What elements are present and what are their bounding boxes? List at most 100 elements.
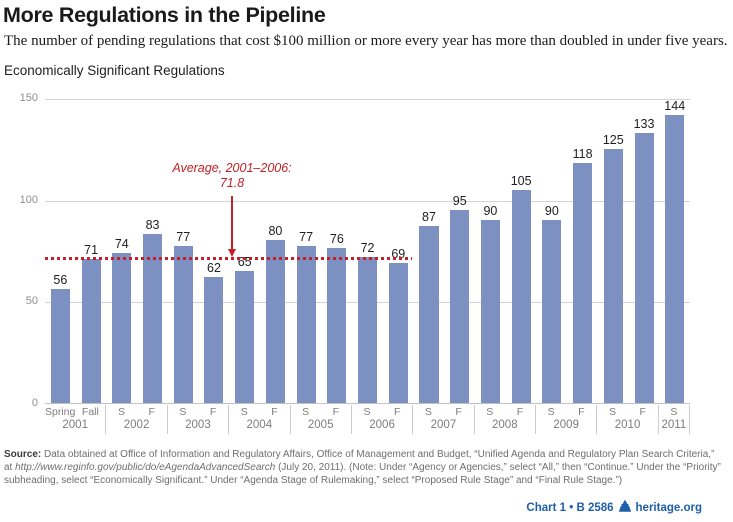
season-label: S bbox=[547, 406, 555, 418]
y-tick-label: 50 bbox=[25, 295, 38, 308]
bar-slot: 62 bbox=[199, 99, 230, 403]
bar bbox=[603, 148, 623, 403]
season-label: S bbox=[240, 406, 248, 418]
bar-value-label: 90 bbox=[544, 204, 559, 218]
year-label: 2001 bbox=[62, 419, 88, 431]
year-label: 2004 bbox=[246, 419, 273, 431]
season-label: F bbox=[393, 406, 401, 418]
season-label: F bbox=[578, 406, 585, 418]
source-text-3: (July 20, 2011). (Note: Under “Agency or… bbox=[275, 461, 721, 473]
average-dotted-line bbox=[45, 257, 412, 260]
bar bbox=[204, 276, 224, 403]
season-label: S bbox=[302, 406, 310, 418]
year-group: Spring Fall 2001 bbox=[45, 405, 107, 434]
year-group: S F 2009 bbox=[536, 405, 598, 434]
year-group: S F 2003 bbox=[168, 405, 230, 434]
y-axis: 150 100 50 0 bbox=[0, 92, 38, 409]
bar-slot: 80 bbox=[260, 99, 291, 403]
gridline bbox=[45, 99, 690, 100]
bar-value-label: 77 bbox=[176, 230, 191, 245]
bar bbox=[358, 256, 378, 403]
bar-slot: 90 bbox=[475, 99, 506, 403]
bar-value-label: 125 bbox=[602, 132, 624, 147]
season-label: F bbox=[516, 406, 524, 418]
bar-value-label: 105 bbox=[510, 173, 532, 188]
bar-slot: 76 bbox=[321, 99, 352, 403]
year-label: 2010 bbox=[614, 419, 641, 431]
season-row: Spring Fall bbox=[45, 405, 105, 419]
year-label: 2009 bbox=[553, 419, 579, 431]
y-tick-label: 150 bbox=[19, 92, 38, 104]
source-text-1: Data obtained at Office of Information a… bbox=[41, 449, 715, 460]
bar-slot: 74 bbox=[106, 99, 137, 403]
bar bbox=[665, 115, 685, 403]
bar bbox=[480, 220, 500, 403]
bar-value-label: 90 bbox=[483, 204, 498, 218]
season-label: S bbox=[179, 406, 187, 418]
year-group: S F 2007 bbox=[413, 405, 475, 434]
bar-value-label: 118 bbox=[572, 147, 593, 162]
bar bbox=[235, 270, 255, 403]
year-group: S 2011 bbox=[659, 405, 690, 434]
season-label: F bbox=[639, 406, 646, 418]
season-label: F bbox=[271, 406, 278, 418]
year-label: 2005 bbox=[307, 419, 334, 431]
source-text-2: at bbox=[4, 461, 16, 473]
bar-slot: 77 bbox=[168, 99, 199, 403]
season-label: F bbox=[455, 406, 462, 418]
source-label: Source: bbox=[4, 449, 42, 460]
season-label: S bbox=[608, 406, 616, 418]
bar bbox=[419, 226, 439, 403]
bar-value-label: 83 bbox=[145, 218, 160, 233]
bar-value-label: 95 bbox=[452, 193, 467, 208]
bar-value-label: 87 bbox=[422, 210, 436, 225]
bar-slot: 69 bbox=[383, 99, 414, 403]
season-label: S bbox=[363, 406, 371, 418]
bar-value-label: 77 bbox=[299, 230, 314, 245]
year-group: S F 2006 bbox=[352, 405, 414, 434]
year-label: 2003 bbox=[185, 419, 211, 431]
year-label: 2002 bbox=[123, 419, 150, 431]
bar-slot: 95 bbox=[444, 99, 475, 403]
bar-slot: 125 bbox=[598, 99, 629, 403]
bar-slot: 90 bbox=[537, 99, 568, 403]
bars-container: 56 71 74 83 77 62 65 80 77 76 72 69 87 95 90 105 90 118 12… bbox=[45, 99, 690, 403]
gridline bbox=[45, 200, 690, 202]
bar-value-label: 144 bbox=[664, 99, 686, 113]
bar bbox=[573, 163, 593, 403]
bar-slot: 87 bbox=[414, 99, 445, 403]
year-group: S F 2010 bbox=[597, 405, 659, 434]
season-label: F bbox=[148, 406, 155, 418]
year-label: 2006 bbox=[369, 419, 395, 431]
season-label: F bbox=[209, 406, 217, 418]
bar-value-label: 56 bbox=[53, 273, 68, 288]
season-label: F bbox=[332, 406, 339, 418]
year-label: 2011 bbox=[661, 419, 687, 431]
bar-slot: 71 bbox=[76, 99, 107, 403]
bar-value-label: 74 bbox=[114, 236, 129, 251]
bar-slot: 144 bbox=[659, 99, 690, 403]
chart-title: Economically Significant Regulations bbox=[4, 63, 225, 78]
site-link: heritage.org bbox=[635, 502, 702, 514]
bar bbox=[265, 240, 285, 403]
bar bbox=[296, 246, 316, 403]
bar-value-label: 133 bbox=[633, 116, 655, 131]
bar bbox=[634, 132, 654, 403]
bar-value-label: 62 bbox=[207, 260, 221, 275]
year-group: S F 2004 bbox=[229, 405, 291, 434]
bar bbox=[450, 209, 470, 403]
y-tick-label: 0 bbox=[31, 397, 38, 409]
bar-value-label: 76 bbox=[329, 232, 344, 247]
page-title: More Regulations in the Pipeline bbox=[3, 3, 326, 27]
season-row: S bbox=[659, 405, 689, 419]
bar-slot: 83 bbox=[137, 99, 168, 403]
season-label: S bbox=[424, 406, 432, 418]
bar-value-label: 71 bbox=[84, 242, 99, 257]
source-note: Source: Data obtained at Office of Infor… bbox=[4, 449, 728, 488]
